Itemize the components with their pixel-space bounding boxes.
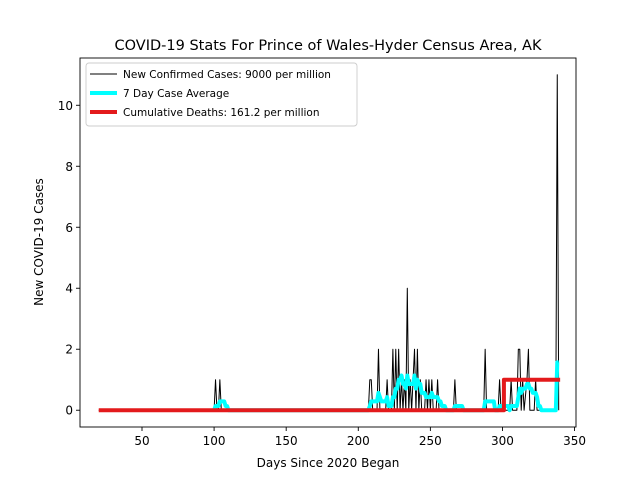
x-tick-label: 100 xyxy=(203,434,226,448)
series-line-7-day-case-average xyxy=(212,360,560,413)
plot-frame xyxy=(79,57,577,428)
legend-label-new-confirmed-cases-9000-per-million: New Confirmed Cases: 9000 per million xyxy=(123,69,331,81)
y-tick-label: 4 xyxy=(65,282,73,296)
x-tick-label: 150 xyxy=(275,434,298,448)
y-axis: 0 2 4 6 8 10 xyxy=(58,99,80,418)
x-axis-label: Days Since 2020 Began xyxy=(257,456,400,470)
series-line-cumulative-deaths-161-2-per-million xyxy=(98,377,561,413)
x-tick-label: 300 xyxy=(491,434,514,448)
legend-box xyxy=(85,62,358,127)
x-tick-label: 350 xyxy=(563,434,586,448)
y-tick-label: 6 xyxy=(65,221,73,235)
y-tick-label: 0 xyxy=(65,404,73,418)
y-axis-label: New COVID-19 Cases xyxy=(32,178,46,306)
chart-title: COVID-19 Stats For Prince of Wales-Hyder… xyxy=(115,38,542,54)
legend-label-cumulative-deaths-161-2-per-million: Cumulative Deaths: 161.2 per million xyxy=(123,107,320,119)
x-axis: 50 100 150 200 250 300 350 xyxy=(134,427,586,448)
series-layer xyxy=(98,74,561,413)
y-tick-label: 10 xyxy=(58,99,73,113)
legend-label-7-day-case-average: 7 Day Case Average xyxy=(123,88,229,100)
x-tick-label: 50 xyxy=(134,434,149,448)
y-tick-label: 8 xyxy=(65,160,73,174)
legend: New Confirmed Cases: 9000 per million 7 D… xyxy=(85,62,358,127)
x-tick-label: 250 xyxy=(419,434,442,448)
y-tick-label: 2 xyxy=(65,343,73,357)
x-tick-label: 200 xyxy=(347,434,370,448)
